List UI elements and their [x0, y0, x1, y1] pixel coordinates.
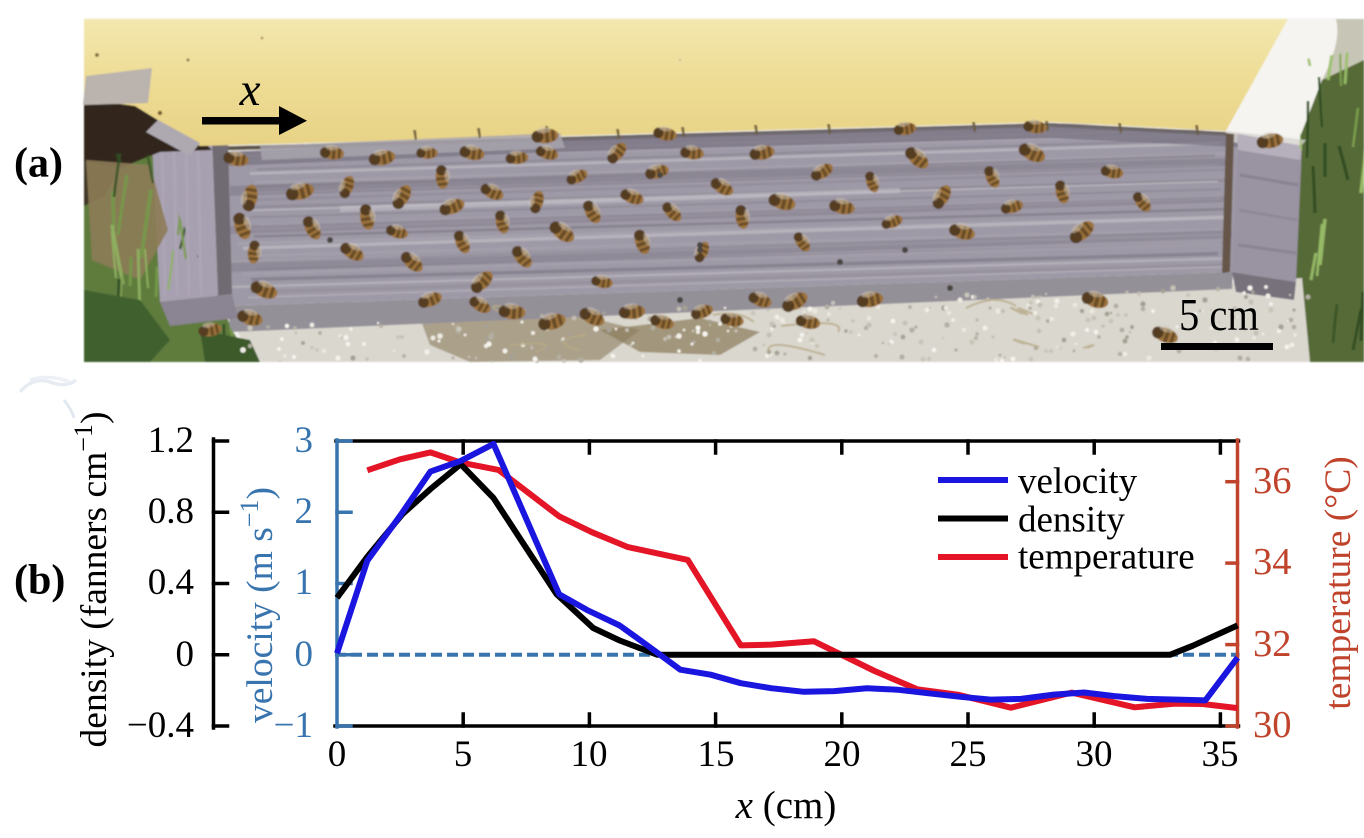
svg-text:−1: −1 [274, 705, 313, 746]
svg-text:0: 0 [328, 734, 347, 775]
svg-text:34: 34 [1253, 541, 1292, 583]
svg-text:0.4: 0.4 [148, 562, 194, 603]
svg-text:(a): (a) [14, 141, 63, 187]
svg-text:−0.4: −0.4 [127, 705, 194, 746]
svg-text:velocity: velocity [1018, 461, 1138, 502]
svg-text:density (fanners cm−1): density (fanners cm−1) [69, 412, 115, 748]
svg-text:x: x [239, 64, 261, 116]
svg-text:3: 3 [295, 420, 314, 461]
svg-text:0: 0 [295, 634, 314, 675]
svg-text:30: 30 [1253, 704, 1292, 746]
svg-text:0.8: 0.8 [148, 491, 194, 532]
svg-text:35: 35 [1202, 734, 1239, 775]
svg-text:density: density [1018, 500, 1125, 541]
svg-text:1: 1 [295, 562, 314, 603]
svg-text:temperature (°C): temperature (°C) [1318, 456, 1359, 709]
svg-text:5: 5 [454, 734, 473, 775]
svg-text:5 cm: 5 cm [1179, 290, 1259, 340]
svg-text:1.2: 1.2 [148, 420, 194, 461]
svg-text:30: 30 [1076, 734, 1113, 775]
svg-text:velocity (m s−1): velocity (m s−1) [235, 487, 281, 723]
svg-text:20: 20 [824, 734, 861, 775]
svg-text:x (cm): x (cm) [735, 784, 837, 827]
svg-text:temperature: temperature [1018, 537, 1195, 578]
svg-text:0: 0 [176, 634, 195, 675]
svg-text:2: 2 [295, 491, 314, 532]
svg-text:32: 32 [1253, 623, 1292, 665]
svg-text:15: 15 [698, 734, 735, 775]
svg-text:(b): (b) [14, 558, 65, 604]
svg-text:10: 10 [571, 734, 608, 775]
svg-text:36: 36 [1253, 460, 1292, 502]
svg-text:25: 25 [950, 734, 987, 775]
